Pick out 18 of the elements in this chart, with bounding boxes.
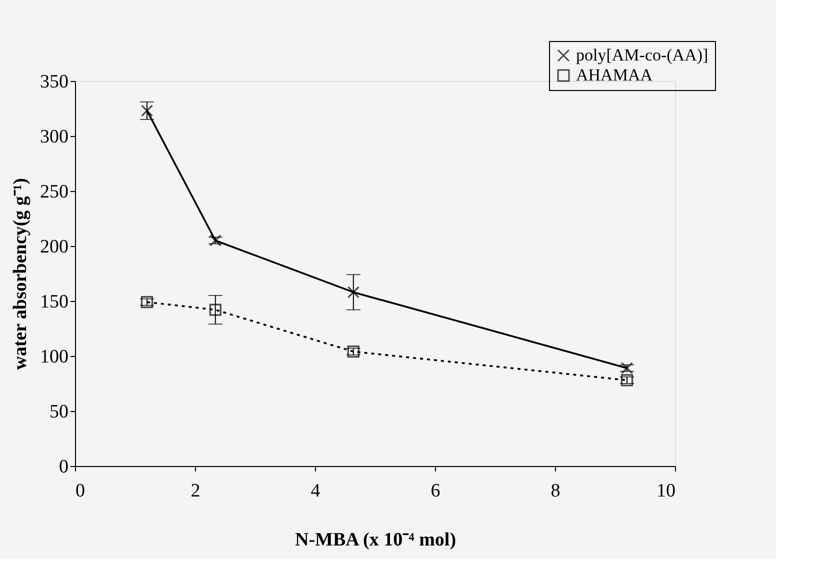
legend-label: AHAMAA: [576, 66, 654, 84]
x-tick-label: 4: [310, 480, 321, 502]
y-tick-label: 50: [50, 402, 68, 422]
legend-label: poly[AM-co-(AA)]: [576, 46, 708, 64]
x-axis-title: N-MBA (x 10⁻⁴ mol): [294, 530, 456, 550]
y-tick-label: 100: [40, 346, 68, 368]
y-axis-title: water absorbency(g g⁻¹): [10, 178, 31, 370]
y-tick-label: 0: [59, 456, 68, 478]
y-tick-label: 200: [40, 236, 68, 258]
x-tick-label: 2: [190, 480, 200, 502]
y-tick-label: 350: [40, 72, 68, 92]
x-tick-label: 10: [656, 480, 676, 502]
y-tick-label: 250: [40, 182, 68, 202]
x-tick-label: 8: [550, 480, 560, 502]
y-tick-label: 150: [40, 292, 68, 312]
x-tick-label: 6: [430, 480, 440, 502]
y-tick-label: 300: [40, 126, 68, 148]
x-tick-label: 0: [76, 480, 85, 502]
